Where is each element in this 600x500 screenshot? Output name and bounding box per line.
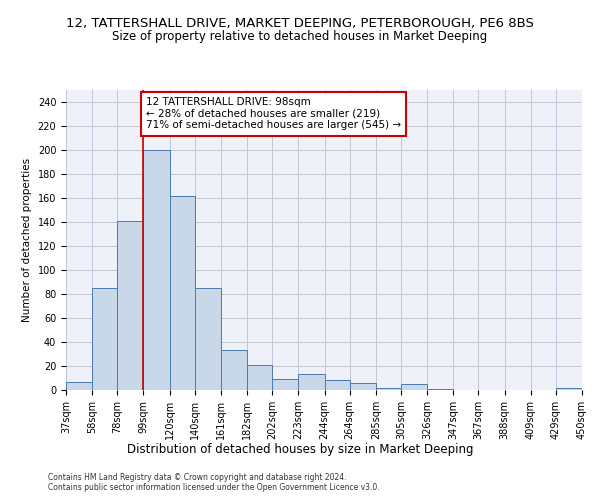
Bar <box>66 382 92 390</box>
Bar <box>170 196 194 390</box>
Bar <box>92 288 117 390</box>
Bar <box>247 365 272 390</box>
Text: Size of property relative to detached houses in Market Deeping: Size of property relative to detached ho… <box>112 30 488 43</box>
Bar <box>194 288 221 390</box>
Text: 12, TATTERSHALL DRIVE, MARKET DEEPING, PETERBOROUGH, PE6 8BS: 12, TATTERSHALL DRIVE, MARKET DEEPING, P… <box>66 18 534 30</box>
Text: Distribution of detached houses by size in Market Deeping: Distribution of detached houses by size … <box>127 442 473 456</box>
Bar <box>350 383 376 390</box>
Bar <box>117 221 143 390</box>
Y-axis label: Number of detached properties: Number of detached properties <box>22 158 32 322</box>
Text: 12 TATTERSHALL DRIVE: 98sqm
← 28% of detached houses are smaller (219)
71% of se: 12 TATTERSHALL DRIVE: 98sqm ← 28% of det… <box>146 97 401 130</box>
Bar <box>272 379 298 390</box>
Text: Contains public sector information licensed under the Open Government Licence v3: Contains public sector information licen… <box>48 482 380 492</box>
Bar <box>325 380 350 390</box>
Bar <box>427 389 454 390</box>
Text: Contains HM Land Registry data © Crown copyright and database right 2024.: Contains HM Land Registry data © Crown c… <box>48 472 347 482</box>
Bar <box>298 374 325 390</box>
Bar <box>556 388 582 390</box>
Bar <box>401 384 427 390</box>
Bar <box>376 388 401 390</box>
Bar <box>221 350 247 390</box>
Bar <box>143 150 170 390</box>
